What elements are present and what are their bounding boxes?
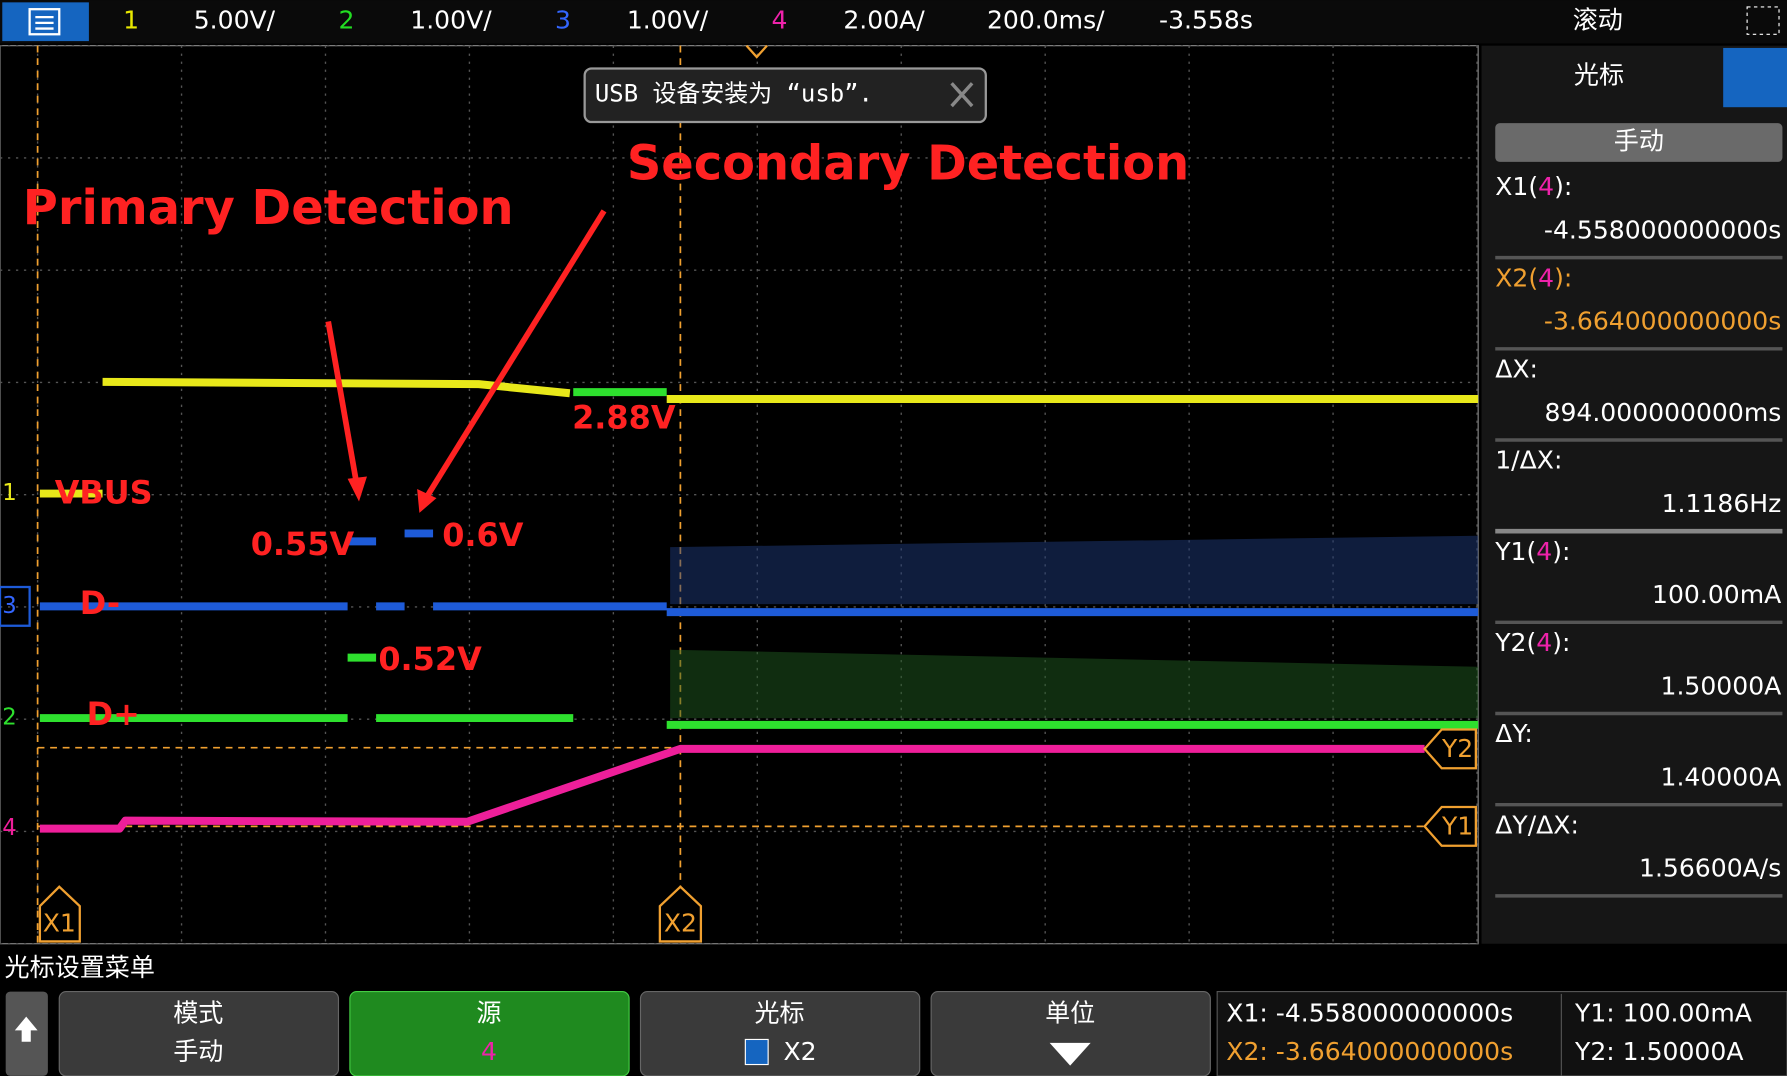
trace-ch4 (39, 744, 1425, 833)
timebase: 200.0ms/ (987, 6, 1105, 35)
status-readout: Y1: 100.00mA (1574, 998, 1752, 1027)
label-part: Y1( (1494, 537, 1536, 566)
softkey-label: 单位 (1045, 998, 1095, 1027)
ch-number: 4 (772, 6, 788, 35)
ch-number: 3 (555, 6, 571, 35)
readout-label: ΔX: (1495, 354, 1538, 383)
readout-label: ΔY: (1495, 719, 1533, 748)
softkey-value: X2 (783, 1037, 816, 1066)
swatch (744, 1038, 769, 1066)
label-part: 4 (1536, 537, 1552, 566)
cursor-marker: X2 (664, 908, 697, 937)
readout-value: 1.1186Hz (1662, 489, 1782, 518)
side-panel (1481, 45, 1787, 944)
label-part: ): (1552, 537, 1570, 566)
label-part: 4 (1536, 628, 1552, 657)
label-part: Y2( (1494, 628, 1536, 657)
trace-ch2 (39, 388, 1479, 729)
status-readout: Y2: 1.50000A (1574, 1037, 1743, 1066)
cursor-marker: Y2 (1441, 734, 1473, 763)
ch-number: 2 (338, 6, 354, 35)
grid (0, 44, 1479, 945)
trace-ch3 (39, 529, 1479, 617)
mode-value: 手动 (1614, 127, 1664, 156)
readout-label: 1/ΔX: (1495, 446, 1562, 475)
readout-label: Y2(4): (1494, 628, 1570, 657)
label-part: 1/ΔX: (1495, 446, 1562, 475)
annotation: Secondary Detection (627, 136, 1189, 191)
label-part: ΔY: (1495, 719, 1533, 748)
ch-scale: 1.00V/ (627, 6, 709, 35)
mode-button[interactable] (1495, 123, 1783, 162)
annotation: 0.52V (378, 640, 482, 678)
cursor-marker: X1 (43, 908, 76, 937)
notification (583, 67, 987, 124)
annotation: Primary Detection (23, 181, 514, 236)
label-part: 4 (1538, 172, 1554, 201)
menu-title: 光标设置菜单 (5, 953, 155, 982)
trace-ch1 (39, 377, 1479, 498)
delay: -3.558s (1159, 6, 1253, 35)
label-part: X2( (1495, 263, 1538, 292)
annotation: 2.88V (572, 398, 676, 436)
cursor-marker: Y1 (1441, 811, 1473, 840)
readout-value: 1.50000A (1661, 671, 1782, 700)
annotation: 0.55V (251, 525, 355, 563)
label-part: ΔY/ΔX: (1495, 810, 1579, 839)
status-readout: X2: -3.664000000000s (1226, 1037, 1513, 1066)
softkey-value: 手动 (173, 1037, 223, 1066)
ch-scale: 1.00V/ (410, 6, 492, 35)
acq-mode: 滚动 (1573, 6, 1623, 35)
softkey-label: 光标 (754, 998, 804, 1027)
readout-value: 100.00mA (1652, 580, 1781, 609)
annotation: D+ (87, 695, 140, 733)
softkey-value: 4 (481, 1037, 497, 1066)
ch-scale: 2.00A/ (843, 6, 925, 35)
readout-label: Y1(4): (1494, 537, 1570, 566)
ch-ground-marker: 4 (2, 815, 17, 841)
readout-label: X2(4): (1495, 263, 1572, 292)
label-part: X1( (1495, 172, 1538, 201)
panel-title: 光标 (1574, 60, 1624, 89)
ch-number: 1 (123, 6, 139, 35)
label-part: ): (1554, 172, 1572, 201)
label-part: ΔX: (1495, 354, 1538, 383)
readout-label: X1(4): (1495, 172, 1572, 201)
label-part: ): (1554, 263, 1572, 292)
plot-area (0, 45, 1479, 945)
softkey-label: 模式 (173, 998, 223, 1027)
down-arrow (1049, 1042, 1091, 1066)
notification-text: USB 设备安装为 “usb”. (595, 80, 873, 108)
annotation: 0.6V (442, 516, 524, 554)
readout-value: -4.558000000000s (1544, 215, 1781, 244)
annotation: D- (80, 584, 120, 622)
status-readout: X1: -4.558000000000s (1226, 998, 1513, 1027)
label-part: ): (1552, 628, 1570, 657)
readout-label: ΔY/ΔX: (1495, 810, 1579, 839)
readout-value: 1.40000A (1661, 762, 1782, 791)
label-part: 4 (1538, 263, 1554, 292)
ch-ground-marker: 3 (2, 593, 17, 619)
ch-ground-marker: 2 (2, 705, 17, 731)
readout-value: 894.000000000ms (1545, 398, 1782, 427)
readout-value: 1.56600A/s (1639, 854, 1781, 883)
ch-scale: 5.00V/ (194, 6, 276, 35)
softkey-label: 源 (476, 998, 501, 1027)
annotation: VBUS (55, 474, 153, 512)
close-button[interactable] (950, 82, 974, 108)
ch-ground-marker: 1 (2, 480, 17, 506)
readout-value: -3.664000000000s (1544, 307, 1781, 336)
